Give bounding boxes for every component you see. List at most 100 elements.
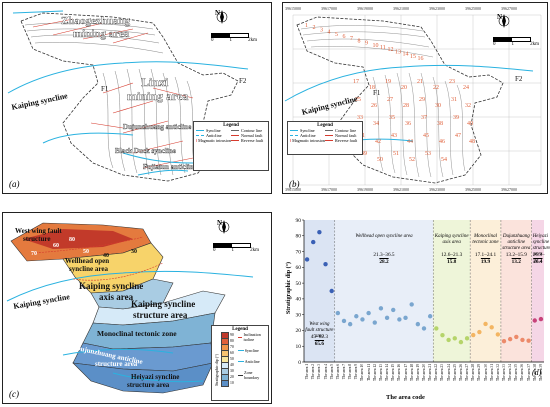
- area-code-label: 26: [371, 103, 377, 109]
- x-tick-label: The area 5: [329, 364, 334, 380]
- contour-40-label: 40: [103, 253, 109, 259]
- area-code-label: 45: [423, 133, 429, 139]
- f1-label-b: F1: [373, 89, 381, 97]
- kaiping-axis-label: Kaiping syncline: [79, 281, 144, 291]
- dip-zoning-map: [6, 222, 254, 394]
- data-point: [471, 332, 476, 338]
- scale-bar: 0 1 2km: [211, 33, 257, 43]
- data-point: [477, 329, 482, 335]
- area-code-label: 16: [418, 56, 424, 62]
- coordinate-tick: 39621000: [393, 6, 409, 11]
- dujunzhuang-structure-label: structure area: [95, 360, 138, 368]
- data-point: [520, 337, 525, 343]
- black-duck-label: Black Duck syncline: [115, 147, 176, 155]
- contour-70-label: 70: [31, 251, 37, 257]
- area-code-label: 7: [350, 36, 353, 42]
- zone-range: 21.3–36.5: [373, 252, 395, 258]
- x-tick-label: The area 18: [409, 364, 414, 381]
- area-code-label: 50: [377, 157, 383, 163]
- dujunzhuang-label: Dujunzhuang anticline: [123, 123, 192, 131]
- area-code-label: 25: [355, 97, 361, 103]
- area-code-label: 12: [388, 47, 394, 53]
- zone-range: 13.2–15.9: [505, 252, 527, 258]
- x-tick-label: The area 34: [508, 364, 513, 381]
- x-tick-label: The area 29: [477, 364, 482, 381]
- data-point: [532, 318, 537, 323]
- y-tick-label: 30: [296, 312, 302, 318]
- panel-c-label: (c): [9, 389, 19, 399]
- fold-axes-c: [6, 270, 254, 383]
- north-arrow: N: [215, 9, 228, 24]
- data-point: [495, 332, 501, 337]
- area-code-label: 1: [305, 23, 308, 29]
- contour-50-label: 50: [83, 249, 89, 255]
- zone-mean: 26.4: [533, 259, 543, 265]
- heiyazi-zone: [72, 362, 214, 394]
- area-code-label: 20: [401, 85, 407, 91]
- x-tick-label: The area 24: [446, 364, 451, 381]
- area-code-label: 29: [419, 97, 425, 103]
- x-tick-label: The area 30: [483, 364, 488, 381]
- data-point: [366, 310, 371, 316]
- structure-area-label: structure area: [133, 310, 188, 320]
- x-tick-label: The area 4: [323, 364, 328, 380]
- dip-scatter-chart: 0 10 20 30 40 50 60 70 80 90 West wing fault stru…: [282, 212, 550, 404]
- fold-axes: [7, 10, 249, 176]
- grid-map-b: 1 2 3 4 5 6 7 8 9 10 11 12 13 14 15 1617181920212223242…: [284, 14, 542, 186]
- north-arrow-b: N: [497, 13, 510, 28]
- y-tick-label: 70: [296, 249, 302, 255]
- data-point: [360, 317, 365, 322]
- zone-title: Wellhead open syncline area: [355, 234, 413, 239]
- dip-color-scale: 90 80 70 60 50 40 30 20 10: [221, 331, 234, 387]
- data-point: [403, 315, 408, 321]
- chart-svg: 0 10 20 30 40 50 60 70 80 90: [296, 218, 544, 366]
- x-tick-label: The area 6: [335, 364, 340, 380]
- area-code-label: 32: [465, 103, 471, 109]
- zone-range: 12.6–21.3: [441, 252, 463, 258]
- x-tick-label: The area 1: [305, 364, 310, 380]
- x-tick-label: The area 16: [397, 364, 402, 381]
- x-tick-label: The area 22: [434, 364, 439, 381]
- data-point: [514, 334, 519, 340]
- x-tick-label: The area 31: [489, 364, 494, 381]
- data-point: [317, 229, 322, 235]
- data-point: [378, 306, 384, 311]
- compass-icon: [216, 10, 228, 24]
- x-tick-label: The area 28: [471, 364, 476, 381]
- y-tick-label: 80: [296, 234, 302, 240]
- coordinate-tick: 39621000: [393, 187, 409, 192]
- data-point: [341, 318, 347, 324]
- x-tick-label: The area 25: [452, 364, 457, 381]
- area-code-label: 36: [405, 121, 411, 127]
- wellhead-label: Wellhead open: [65, 257, 110, 265]
- area-code-label: 43: [391, 133, 397, 139]
- area-code-label: 52: [409, 157, 415, 163]
- west-wing-label: West wing fault: [15, 227, 62, 235]
- f1-label: F1: [101, 85, 109, 93]
- map-panel-a: Zhaogezhuang mining area Linxi mining ar…: [2, 2, 272, 194]
- area-code-label: 37: [421, 115, 427, 121]
- heiyazi-label: Heiyazi syncline: [131, 373, 180, 381]
- x-tick-label: The area 17: [403, 364, 408, 381]
- data-point: [421, 326, 427, 331]
- zone-range: 45–82.3: [310, 334, 328, 340]
- area-code-label: 46: [439, 139, 445, 145]
- data-point: [464, 336, 470, 341]
- area-code-label: 11: [380, 45, 386, 51]
- x-tick-label: The area 13: [378, 364, 383, 381]
- area-code-label: 49: [361, 151, 367, 157]
- legend-c: Legend Stratigraphic dip (°) 90 80 70 60 50 4…: [211, 325, 269, 401]
- x-tick-label: The area 37: [526, 364, 531, 381]
- area-code-label: 34: [373, 121, 379, 127]
- y-tick-label: 90: [296, 218, 302, 224]
- coordinate-tick: 39619000: [357, 6, 373, 11]
- coordinate-tick: 39625000: [465, 6, 481, 11]
- x-tick-label: The area 19: [415, 364, 420, 381]
- area-code-label: 21: [417, 79, 423, 85]
- area-code-label: 47: [455, 133, 461, 139]
- fault-lines: [32, 18, 194, 169]
- x-tick-label: The area 21: [428, 364, 433, 381]
- x-tick-label: The area 32: [495, 364, 500, 381]
- area-code-label: 5: [335, 32, 338, 38]
- area-code-label: 18: [369, 85, 375, 91]
